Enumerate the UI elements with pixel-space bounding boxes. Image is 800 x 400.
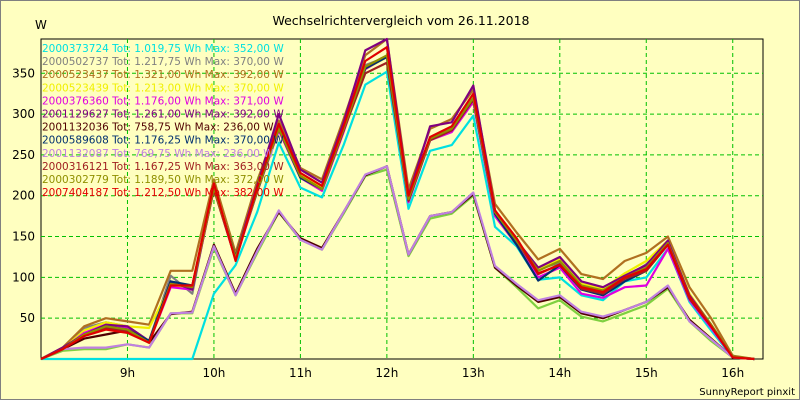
- chart-title: Wechselrichtervergleich vom 26.11.2018: [272, 13, 529, 28]
- tick-labels: 50 100 150 200 250 300 350 9h 10h 11h 12h 13h 14h 15h…: [12, 66, 744, 380]
- x-tick-label: 9h: [120, 366, 135, 380]
- y-tick-label: 300: [12, 107, 35, 121]
- y-tick-label: 100: [12, 270, 35, 284]
- legend-entry: 2001132036 Tot: 758,75 Wh Max: 236,00 W: [42, 122, 274, 134]
- y-tick-label: 200: [12, 189, 35, 203]
- x-tick-label: 11h: [289, 366, 312, 380]
- legend-entry: 2000523439 Tot: 1.213,00 Wh Max: 370,00 …: [42, 82, 284, 94]
- series-line-9: [40, 165, 755, 361]
- x-tick-label: 16h: [721, 366, 744, 380]
- series-line-1: [41, 70, 755, 361]
- legend-entry: 2000302779 Tot: 1.189,50 Wh Max: 372,00 …: [42, 174, 284, 186]
- legend-entry: 2007404187 Tot: 1.212,50 Wh Max: 382,00 …: [42, 187, 284, 199]
- y-tick-label: 250: [12, 148, 35, 162]
- y-tick-label: 350: [12, 66, 35, 80]
- legend-entry: 2001129627 Tot: 1.261,00 Wh Max: 392,00 …: [42, 109, 284, 121]
- legend-entry: 2000589608 Tot: 1.176,25 Wh Max: 370,00 …: [42, 135, 284, 147]
- legend-entry: 2001132087 Tot: 769,75 Wh Max: 236,00 W: [42, 148, 274, 160]
- legend: 2000373724 Tot: 1.019,75 Wh Max: 352,00 …: [42, 43, 284, 199]
- legend-entry: 2000376360 Tot: 1.176,00 Wh Max: 371,00 …: [42, 95, 284, 107]
- legend-entry: 2000502737 Tot: 1.217,75 Wh Max: 370,00 …: [42, 56, 284, 68]
- series-lines: [40, 37, 755, 361]
- y-axis-unit: W: [35, 18, 47, 32]
- y-tick-label: 150: [12, 230, 35, 244]
- series-line-12: [40, 46, 755, 361]
- y-tick-label: 50: [20, 311, 35, 325]
- footer-credit: SunnyReport pinxit: [699, 387, 795, 398]
- x-tick-label: 14h: [548, 366, 571, 380]
- x-tick-label: 12h: [375, 366, 398, 380]
- x-tick-label: 10h: [202, 366, 225, 380]
- legend-entry: 2000373724 Tot: 1.019,75 Wh Max: 352,00 …: [42, 43, 284, 55]
- x-tick-label: 15h: [635, 366, 658, 380]
- legend-entry: 2000523437 Tot: 1.321,00 Wh Max: 392,00 …: [42, 69, 284, 81]
- x-tick-label: 13h: [462, 366, 485, 380]
- legend-entry: 2000316121 Tot: 1.167,25 Wh Max: 363,00 …: [42, 161, 284, 173]
